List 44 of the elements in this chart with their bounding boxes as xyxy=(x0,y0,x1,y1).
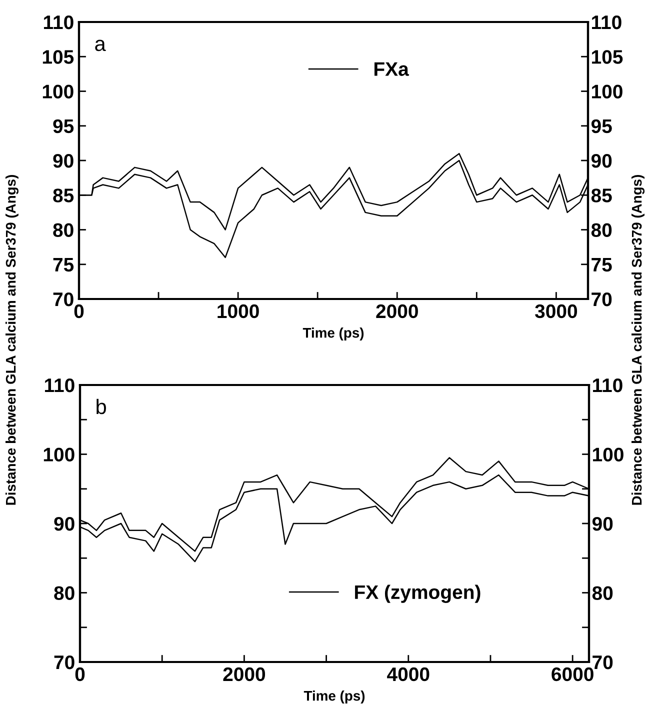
y2-tick-label: 70 xyxy=(592,292,612,306)
y-axis-title: Distance between GLA calcium and Ser379 (Angs) xyxy=(5,174,19,505)
x-tick-label: 0 xyxy=(74,304,84,318)
y-tick-label: 75 xyxy=(53,258,74,272)
x-tick-label: 0 xyxy=(75,667,85,682)
y-tick-label: 105 xyxy=(42,50,74,64)
y2-tick-label: 90 xyxy=(591,154,612,168)
y2-tick-label: 110 xyxy=(592,15,622,30)
y-tick-label: 80 xyxy=(53,223,74,237)
y-tick-label: 100 xyxy=(44,448,74,462)
x-tick-label: 2000 xyxy=(223,667,266,682)
y2-tick-label: 80 xyxy=(592,586,613,600)
y-tick-label: 90 xyxy=(54,516,74,531)
legend-label: FXa xyxy=(374,62,409,76)
y2-tick-label: 80 xyxy=(591,223,612,237)
y-tick-label: 80 xyxy=(54,586,74,600)
y-tick-label: 70 xyxy=(53,292,74,306)
y2-tick-label: 105 xyxy=(592,50,623,64)
y-tick-label: 100 xyxy=(42,84,74,98)
x-tick-label: 6000 xyxy=(552,667,594,682)
legend-label: FX (zymogen) xyxy=(355,584,480,603)
y2-tick-label: 90 xyxy=(592,516,613,531)
y-tick-label: 90 xyxy=(53,154,74,168)
y-tick-label: 95 xyxy=(53,119,74,134)
y2-tick-label: 75 xyxy=(592,258,612,272)
y-tick-label: 110 xyxy=(44,378,74,392)
x-axis-title: Time (ps) xyxy=(304,690,365,704)
y-tick-label: 70 xyxy=(54,655,74,670)
x-tick-label: 3000 xyxy=(535,304,578,318)
y2-tick-label: 95 xyxy=(591,119,612,134)
annotation: a xyxy=(95,40,106,52)
x-tick-label: 4000 xyxy=(387,667,430,682)
y2-tick-label: 70 xyxy=(592,655,613,670)
y2-tick-label: 85 xyxy=(591,188,612,202)
y2-axis-title: Distance between GLA calcium and Ser379 (Angs) xyxy=(631,174,645,505)
x-axis-title: Time (ps) xyxy=(302,328,364,340)
y2-tick-label: 110 xyxy=(593,378,622,392)
annotation: b xyxy=(96,398,106,414)
y2-tick-label: 100 xyxy=(593,448,624,462)
y2-tick-label: 100 xyxy=(592,84,622,98)
y-tick-label: 110 xyxy=(44,15,74,30)
x-tick-label: 1000 xyxy=(218,304,259,318)
x-tick-label: 2000 xyxy=(376,304,418,318)
y-tick-label: 85 xyxy=(53,188,74,202)
